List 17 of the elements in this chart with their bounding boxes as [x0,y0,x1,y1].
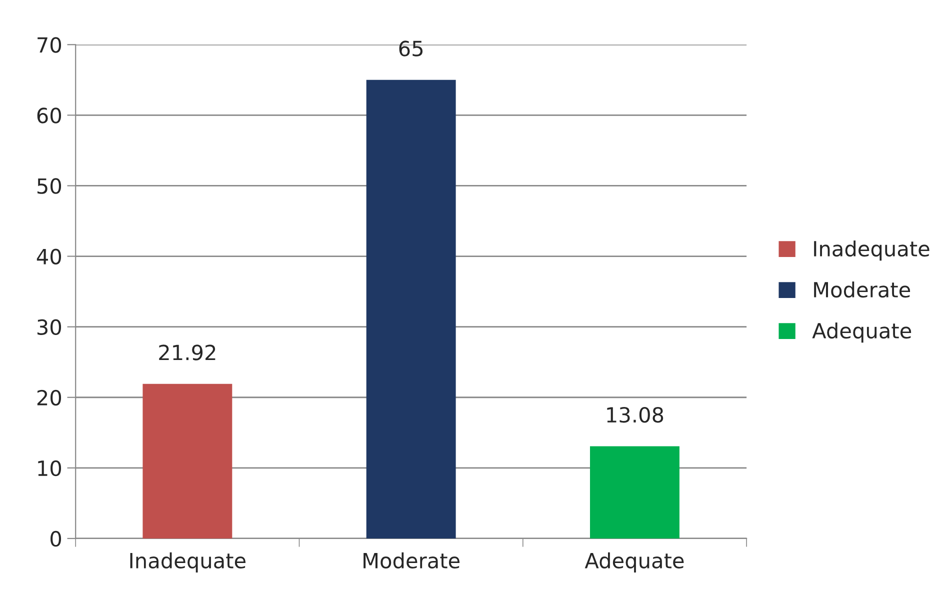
data-label: 13.08 [607,406,664,423]
x-tick-label: Moderate [364,552,460,568]
y-tick-label: 0 [50,530,62,547]
y-tick-label: 70 [38,37,62,53]
data-label: 21.92 [159,344,216,360]
y-tick-label: 60 [37,108,62,124]
y-tick-label: 20 [37,390,62,406]
y-tick-label: 10 [38,460,62,476]
y-tick-label: 40 [36,248,62,264]
legend-label: Inadequate [814,240,930,261]
y-tick-label: 50 [38,178,62,194]
y-tick-label: 30 [37,319,62,336]
legend-label: Moderate [814,281,910,298]
data-label: 65 [399,40,423,56]
x-tick-label: Adequate [584,552,684,573]
legend-label: Adequate [812,322,912,343]
x-tick-label: Inadequate [130,552,246,573]
